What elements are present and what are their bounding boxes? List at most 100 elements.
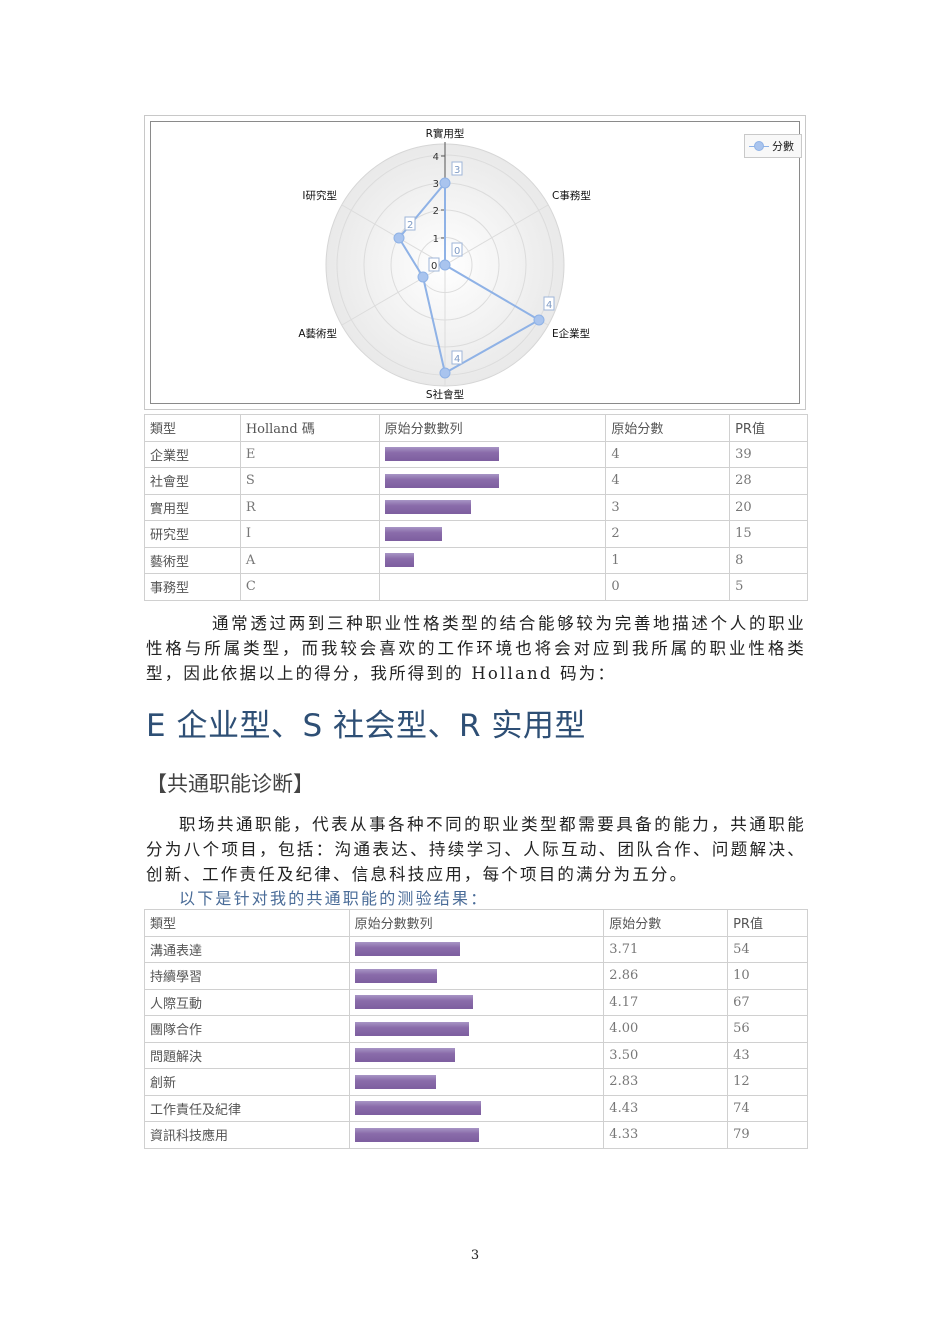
score-bar [354,1021,469,1036]
cell-pr: 56 [727,1015,808,1043]
cell-type: 資訊科技應用 [144,1121,350,1149]
cell-pr: 43 [727,1041,808,1069]
table-row: 溝通表達 3.71 54 [144,935,808,963]
cell-score: 4.43 [603,1094,729,1122]
data-point-c[interactable] [439,259,451,271]
legend-label: 分數 [772,140,794,153]
cell-score: 0 [605,573,731,601]
score-bar [384,447,499,462]
chart-legend[interactable]: 分數 [744,134,802,158]
score-bar [354,1127,479,1142]
point-label-r: 3 [454,165,460,176]
cell-pr: 67 [727,988,808,1016]
header-score-bar: 原始分數數列 [378,414,607,442]
table-row: 事務型 C 0 5 [144,573,808,601]
table-row: 團隊合作 4.00 56 [144,1015,808,1043]
section-title: 【共通职能诊断】 [146,772,314,796]
radar-chart-frame: 0 1 2 3 4 3 0 [144,115,806,410]
table-row: 實用型 R 3 20 [144,493,808,521]
table-row: 資訊科技應用 4.33 79 [144,1121,808,1149]
cell-pr: 5 [729,573,808,601]
point-label-c: 0 [454,246,460,257]
competency-explanation-paragraph: 职场共通职能，代表从事各种不同的职业类型都需要具备的能力，共通职能分为八个项目，… [146,815,806,884]
cell-type: 企業型 [144,440,241,468]
data-point-s[interactable] [439,367,451,379]
table-row: 持續學習 2.86 10 [144,962,808,990]
table-row: 創新 2.83 12 [144,1068,808,1096]
cell-code: A [239,546,380,574]
holland-explanation-paragraph: 通常透过两到三种职业性格类型的结合能够较为完善地描述个人的职业性格与所属类型，而… [146,614,806,683]
holland-result-heading: E 企业型、S 社会型、R 实用型 [146,708,586,744]
cell-pr: 79 [727,1121,808,1149]
cell-score: 1 [605,546,731,574]
cell-score: 4.17 [603,988,729,1016]
score-bar [354,995,473,1010]
data-point-e[interactable] [533,314,545,326]
cell-pr: 10 [727,962,808,990]
cell-pr: 54 [727,935,808,963]
cell-bar [348,1068,605,1096]
table-row: 社會型 S 4 28 [144,467,808,495]
table-header-row: 類型 原始分數數列 原始分數 PR值 [144,909,808,937]
cell-type: 溝通表達 [144,935,350,963]
cell-score: 4.33 [603,1121,729,1149]
point-label-s: 4 [454,354,460,365]
data-point-a[interactable] [417,271,429,283]
cell-bar [348,1094,605,1122]
cell-type: 團隊合作 [144,1015,350,1043]
cell-score: 3.71 [603,935,729,963]
cell-type: 創新 [144,1068,350,1096]
axis-label-a: A藝術型 [298,327,337,340]
header-type: 類型 [144,909,350,937]
page-number: 3 [470,1248,480,1263]
cell-type: 問題解決 [144,1041,350,1069]
cell-code: E [239,440,380,468]
cell-score: 3 [605,493,731,521]
cell-bar [348,988,605,1016]
header-code: Holland 碼 [239,414,380,442]
cell-bar [348,1121,605,1149]
cell-bar [378,520,607,548]
radial-tick-2: 2 [433,206,439,217]
cell-type: 實用型 [144,493,241,521]
table-row: 藝術型 A 1 8 [144,546,808,574]
cell-type: 研究型 [144,520,241,548]
score-bar [384,473,499,488]
cell-pr: 20 [729,493,808,521]
score-bar [384,553,414,568]
axis-label-c: C事務型 [552,189,591,202]
data-point-r[interactable] [439,177,451,189]
point-label-a: 0 [431,261,437,272]
header-score-bar: 原始分數數列 [348,909,605,937]
score-bar [354,968,437,983]
score-bar [384,526,442,541]
cell-bar [348,935,605,963]
cell-bar [348,962,605,990]
data-point-i[interactable] [393,232,405,244]
cell-bar [348,1015,605,1043]
header-type: 類型 [144,414,241,442]
header-pr: PR值 [729,414,808,442]
cell-score: 2.86 [603,962,729,990]
table-row: 工作責任及紀律 4.43 74 [144,1094,808,1122]
cell-code: C [239,573,380,601]
cell-bar [348,1041,605,1069]
table-row: 研究型 I 2 15 [144,520,808,548]
table-row: 人際互動 4.17 67 [144,988,808,1016]
cell-type: 人際互動 [144,988,350,1016]
cell-type: 事務型 [144,573,241,601]
legend-marker-icon [749,141,769,151]
competency-result-intro: 以下是针对我的共通职能的测验结果： [179,889,489,908]
cell-pr: 8 [729,546,808,574]
cell-pr: 74 [727,1094,808,1122]
cell-score: 4 [605,467,731,495]
cell-score: 4.00 [603,1015,729,1043]
cell-type: 社會型 [144,467,241,495]
cell-type: 藝術型 [144,546,241,574]
table-row: 企業型 E 4 39 [144,440,808,468]
point-label-i: 2 [407,220,413,231]
table-header-row: 類型 Holland 碼 原始分數數列 原始分數 PR值 [144,414,808,442]
cell-code: R [239,493,380,521]
header-score: 原始分數 [605,414,731,442]
cell-type: 工作責任及紀律 [144,1094,350,1122]
